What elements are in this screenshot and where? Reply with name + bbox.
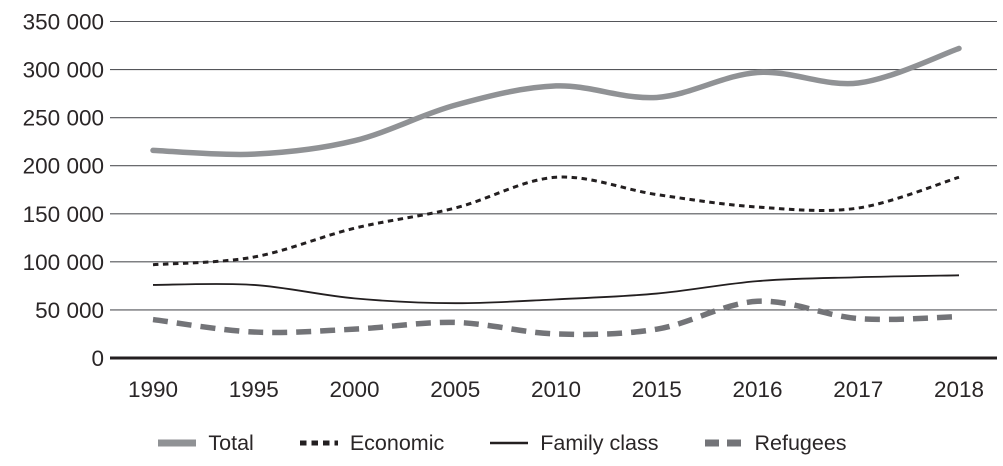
x-axis-tick-label: 2005 (430, 377, 480, 402)
x-axis-tick-label: 2018 (934, 377, 984, 402)
legend-label: Refugees (754, 430, 847, 455)
legend-swatch-total-icon (158, 439, 197, 447)
series-line-economic (152, 175, 960, 267)
x-axis-tick-label: 2015 (632, 377, 682, 402)
series-line-total (150, 45, 962, 158)
series-line-refugees (152, 298, 960, 338)
y-axis-tick-label: 250 000 (23, 106, 104, 131)
chart-legend: Total Economic Family class Refugees (0, 427, 1003, 459)
x-axis-tick-label: 1990 (128, 377, 178, 402)
legend-swatch-family-class-icon (490, 441, 529, 445)
y-axis-tick-label: 200 000 (23, 154, 104, 179)
series-line-family-class (152, 274, 960, 305)
x-axis-tick-label: 2016 (732, 377, 782, 402)
y-axis-tick-label: 300 000 (23, 58, 104, 83)
y-axis-tick-label: 100 000 (23, 250, 104, 275)
y-axis-tick-label: 150 000 (23, 202, 104, 227)
legend-item-total: Total (156, 430, 254, 456)
legend-label: Family class (540, 430, 659, 455)
legend-item-refugees: Refugees (703, 431, 847, 456)
x-axis-tick-label: 1995 (229, 377, 279, 402)
legend-label: Economic (349, 430, 445, 455)
legend-item-economic: Economic (298, 431, 444, 456)
legend-swatch-refugees-icon (704, 439, 743, 447)
legend-swatch-economic-icon (299, 440, 338, 446)
x-axis-tick-label: 2017 (833, 377, 883, 402)
y-axis-tick-label: 50 000 (35, 298, 104, 323)
legend-label: Total (208, 430, 254, 455)
x-axis-tick-label: 2000 (329, 377, 379, 402)
y-axis-tick-label: 0 (91, 346, 104, 371)
y-axis-tick-label: 350 000 (23, 10, 104, 35)
x-axis-tick-label: 2010 (531, 377, 581, 402)
legend-item-family-class: Family class (488, 430, 659, 456)
